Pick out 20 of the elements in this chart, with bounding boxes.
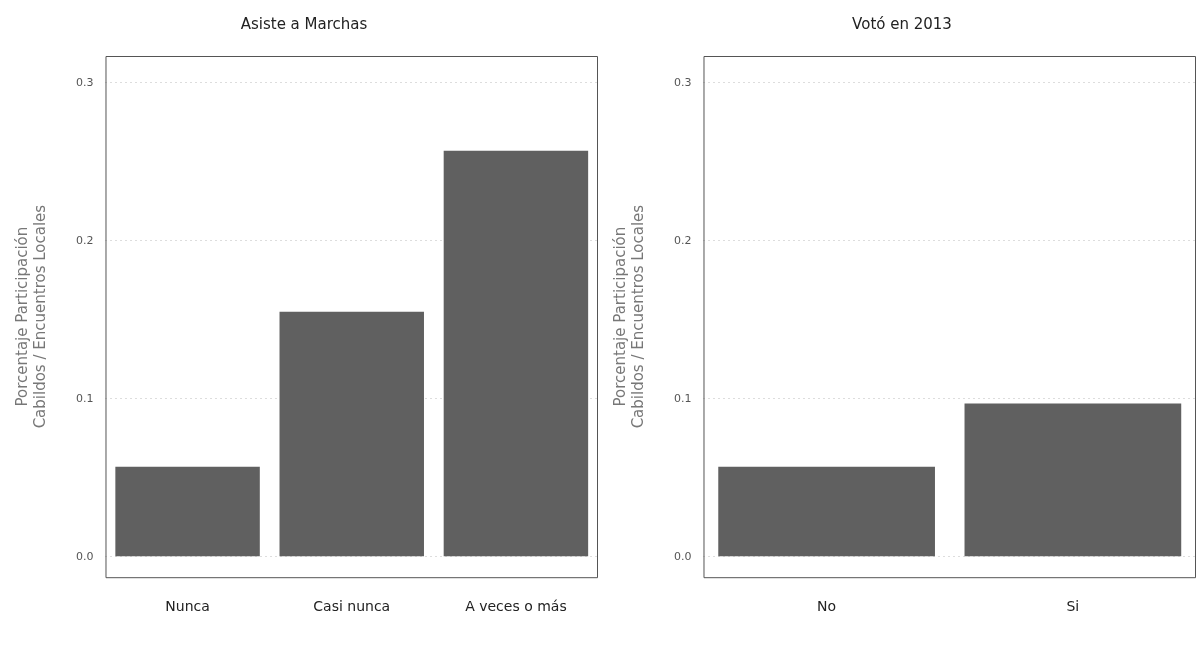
x-tick-label: Casi nunca (313, 598, 391, 615)
x-tick-label: No (817, 598, 837, 615)
y-tick-label: 0.1 (75, 391, 94, 405)
y-tick-label: 0.3 (75, 75, 94, 89)
y-tick-label: 0.2 (673, 233, 692, 247)
x-tick-label: A veces o más (465, 598, 567, 615)
y-tick-label: 0.3 (673, 75, 692, 89)
chart-title: Votó en 2013 (852, 14, 952, 33)
y-axis-title: Porcentaje Participación Cabildos / Encuentros Locales (12, 204, 49, 429)
bar (279, 311, 424, 557)
y-tick-label: 0.0 (673, 549, 692, 563)
x-tick-label: Nunca (165, 598, 210, 615)
x-tick-label: Si (1066, 598, 1080, 615)
y-tick-label: 0.2 (75, 233, 94, 247)
y-tick-label: 0.0 (75, 549, 94, 563)
y-axis-title: Porcentaje Participación Cabildos / Encuentros Locales (610, 204, 647, 429)
chart-title: Asiste a Marchas (240, 14, 368, 33)
bar (443, 150, 589, 557)
y-tick-label: 0.1 (673, 391, 692, 405)
bar (115, 466, 260, 557)
